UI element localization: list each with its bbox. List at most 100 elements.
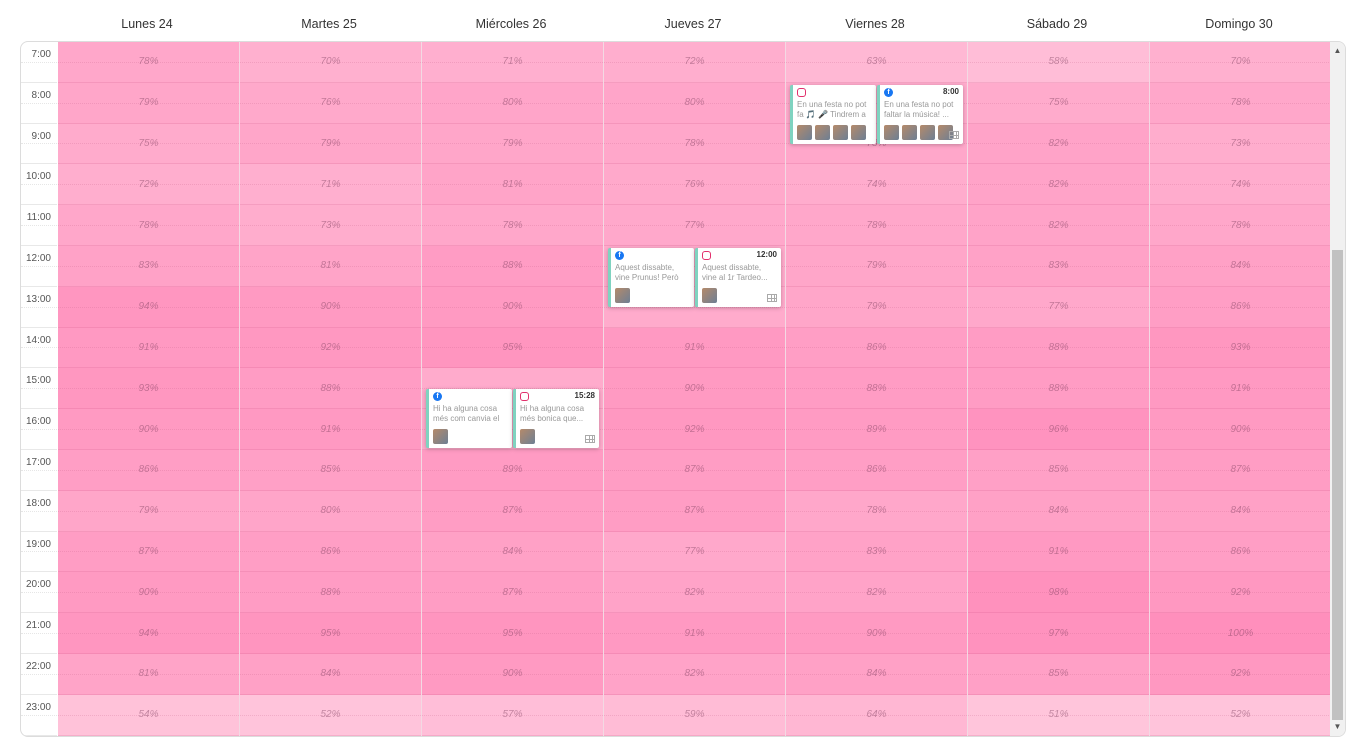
time-slot[interactable]: 81% [58,654,239,695]
time-slot[interactable]: 78% [1150,205,1331,246]
time-slot[interactable]: 58% [968,42,1149,83]
time-slot[interactable]: 74% [1150,164,1331,206]
scheduled-post-card[interactable]: f 8:00 En una festa no pot faltar la músic… [877,84,963,144]
time-slot[interactable]: 81% [240,246,421,287]
time-slot[interactable]: 92% [1150,572,1331,614]
time-slot[interactable]: 91% [1150,368,1331,410]
time-slot[interactable]: 89% [422,450,603,491]
time-slot[interactable]: 94% [58,613,239,654]
time-slot[interactable]: 81% [422,164,603,206]
time-slot[interactable]: 88% [240,572,421,614]
time-slot[interactable]: 82% [604,654,785,695]
time-slot[interactable]: 87% [1150,450,1331,491]
time-slot[interactable]: 87% [58,531,239,573]
scroll-thumb[interactable] [1332,250,1343,720]
time-slot[interactable]: 92% [240,327,421,369]
time-slot[interactable]: 91% [604,613,785,654]
time-slot[interactable]: 92% [1150,654,1331,695]
time-slot[interactable]: 77% [604,531,785,573]
time-slot[interactable]: 71% [422,42,603,83]
time-slot[interactable]: 80% [422,82,603,124]
time-slot[interactable]: 51% [968,694,1149,736]
time-slot[interactable]: 78% [786,490,967,532]
time-slot[interactable]: 87% [422,490,603,532]
time-slot[interactable]: 75% [968,82,1149,124]
time-slot[interactable]: 86% [58,450,239,491]
time-slot[interactable]: 90% [58,409,239,450]
time-slot[interactable]: 77% [968,286,1149,328]
time-slot[interactable]: 88% [786,368,967,410]
time-slot[interactable]: 86% [1150,531,1331,573]
time-slot[interactable]: 79% [240,123,421,165]
time-slot[interactable]: 91% [240,409,421,450]
time-slot[interactable]: 90% [1150,409,1331,450]
time-slot[interactable]: 95% [422,327,603,369]
time-slot[interactable]: 94% [58,286,239,328]
time-slot[interactable]: 90% [422,286,603,328]
time-slot[interactable]: 78% [58,205,239,246]
time-slot[interactable]: 83% [58,246,239,287]
time-slot[interactable]: 95% [422,613,603,654]
time-slot[interactable]: 84% [786,654,967,695]
time-slot[interactable]: 64% [786,694,967,736]
vertical-scrollbar[interactable]: ▲ ▼ [1330,42,1345,736]
time-slot[interactable]: 79% [786,246,967,287]
time-slot[interactable]: 72% [604,42,785,83]
time-slot[interactable]: 90% [786,613,967,654]
time-slot[interactable]: 90% [58,572,239,614]
time-slot[interactable]: 70% [240,42,421,83]
time-slot[interactable]: 90% [604,368,785,410]
time-slot[interactable]: 89% [786,409,967,450]
time-slot[interactable]: 86% [786,450,967,491]
time-slot[interactable]: 59% [604,694,785,736]
time-slot[interactable]: 85% [240,450,421,491]
time-slot[interactable]: 87% [422,572,603,614]
time-slot[interactable]: 79% [58,490,239,532]
time-slot[interactable]: 76% [240,82,421,124]
time-slot[interactable]: 54% [58,694,239,736]
time-slot[interactable]: 91% [58,327,239,369]
time-slot[interactable]: 98% [968,572,1149,614]
time-slot[interactable]: 80% [604,82,785,124]
time-slot[interactable]: 80% [240,490,421,532]
time-slot[interactable]: 93% [58,368,239,410]
time-slot[interactable]: 77% [604,205,785,246]
time-slot[interactable]: 82% [968,123,1149,165]
time-slot[interactable]: 84% [968,490,1149,532]
time-slot[interactable]: 82% [604,572,785,614]
scroll-up-arrow-icon[interactable]: ▲ [1333,46,1342,55]
time-slot[interactable]: 70% [1150,42,1331,83]
scheduled-post-card[interactable]: En una festa no pot fa 🎵 🎤 Tindrem a @..… [790,84,876,144]
time-slot[interactable]: 82% [968,205,1149,246]
time-slot[interactable]: 75% [58,123,239,165]
time-slot[interactable]: 88% [422,246,603,287]
time-slot[interactable]: 86% [786,327,967,369]
time-slot[interactable]: 85% [968,450,1149,491]
time-slot[interactable]: 57% [422,694,603,736]
time-slot[interactable]: 63% [786,42,967,83]
time-slot[interactable]: 79% [786,286,967,328]
time-slot[interactable]: 72% [58,164,239,206]
scheduled-post-card[interactable]: 15:28 Hi ha alguna cosa més bonica que... [513,389,599,449]
time-slot[interactable]: 84% [422,531,603,573]
time-slot[interactable]: 84% [240,654,421,695]
time-slot[interactable]: 85% [968,654,1149,695]
scheduled-post-card[interactable]: f Hi ha alguna cosa més com canvia el cel… [426,389,512,449]
grid-icon[interactable] [949,130,959,139]
time-slot[interactable]: 90% [422,654,603,695]
time-slot[interactable]: 92% [604,409,785,450]
time-slot[interactable]: 88% [968,368,1149,410]
grid-icon[interactable] [767,294,777,302]
time-slot[interactable]: 86% [1150,286,1331,328]
time-slot[interactable]: 82% [786,572,967,614]
time-slot[interactable]: 74% [786,164,967,206]
time-slot[interactable]: 79% [422,123,603,165]
time-slot[interactable]: 91% [604,327,785,369]
scroll-down-arrow-icon[interactable]: ▼ [1333,722,1342,731]
time-slot[interactable]: 78% [422,205,603,246]
time-slot[interactable]: 79% [58,82,239,124]
time-slot[interactable]: 71% [240,164,421,206]
time-slot[interactable]: 84% [1150,490,1331,532]
time-slot[interactable]: 88% [240,368,421,410]
time-slot[interactable]: 90% [240,286,421,328]
